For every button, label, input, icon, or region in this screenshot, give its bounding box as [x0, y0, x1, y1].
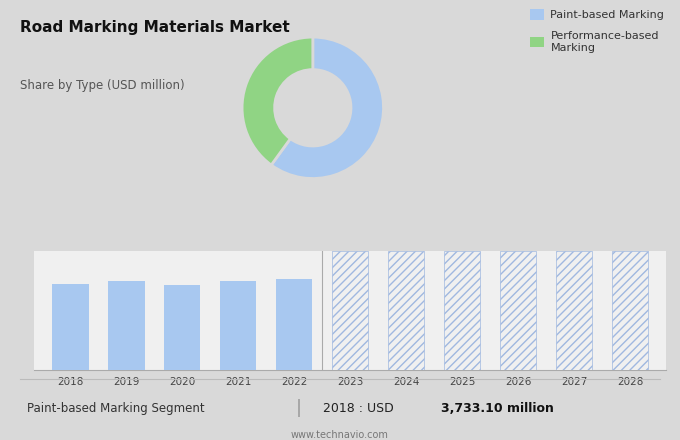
Legend: Paint-based Marking, Performance-based
Marking: Paint-based Marking, Performance-based M… [527, 6, 668, 56]
Text: |: | [296, 400, 302, 417]
Text: Road Marking Materials Market: Road Marking Materials Market [20, 20, 290, 35]
Bar [612, 251, 648, 370]
Bar [220, 281, 256, 370]
Text: 2018 : USD: 2018 : USD [323, 402, 398, 415]
Bar [332, 251, 369, 370]
Bar [52, 284, 88, 370]
Wedge shape [271, 37, 384, 179]
Bar [108, 281, 145, 370]
Bar [388, 251, 424, 370]
Bar [444, 251, 480, 370]
Text: 3,733.10 million: 3,733.10 million [441, 402, 554, 415]
Bar [556, 251, 592, 370]
Text: Paint-based Marking Segment: Paint-based Marking Segment [27, 402, 205, 415]
Text: Share by Type (USD million): Share by Type (USD million) [20, 79, 185, 92]
Bar [500, 251, 537, 370]
Text: www.technavio.com: www.technavio.com [291, 430, 389, 440]
Bar [164, 285, 201, 370]
Bar [276, 279, 312, 370]
Wedge shape [242, 37, 313, 165]
